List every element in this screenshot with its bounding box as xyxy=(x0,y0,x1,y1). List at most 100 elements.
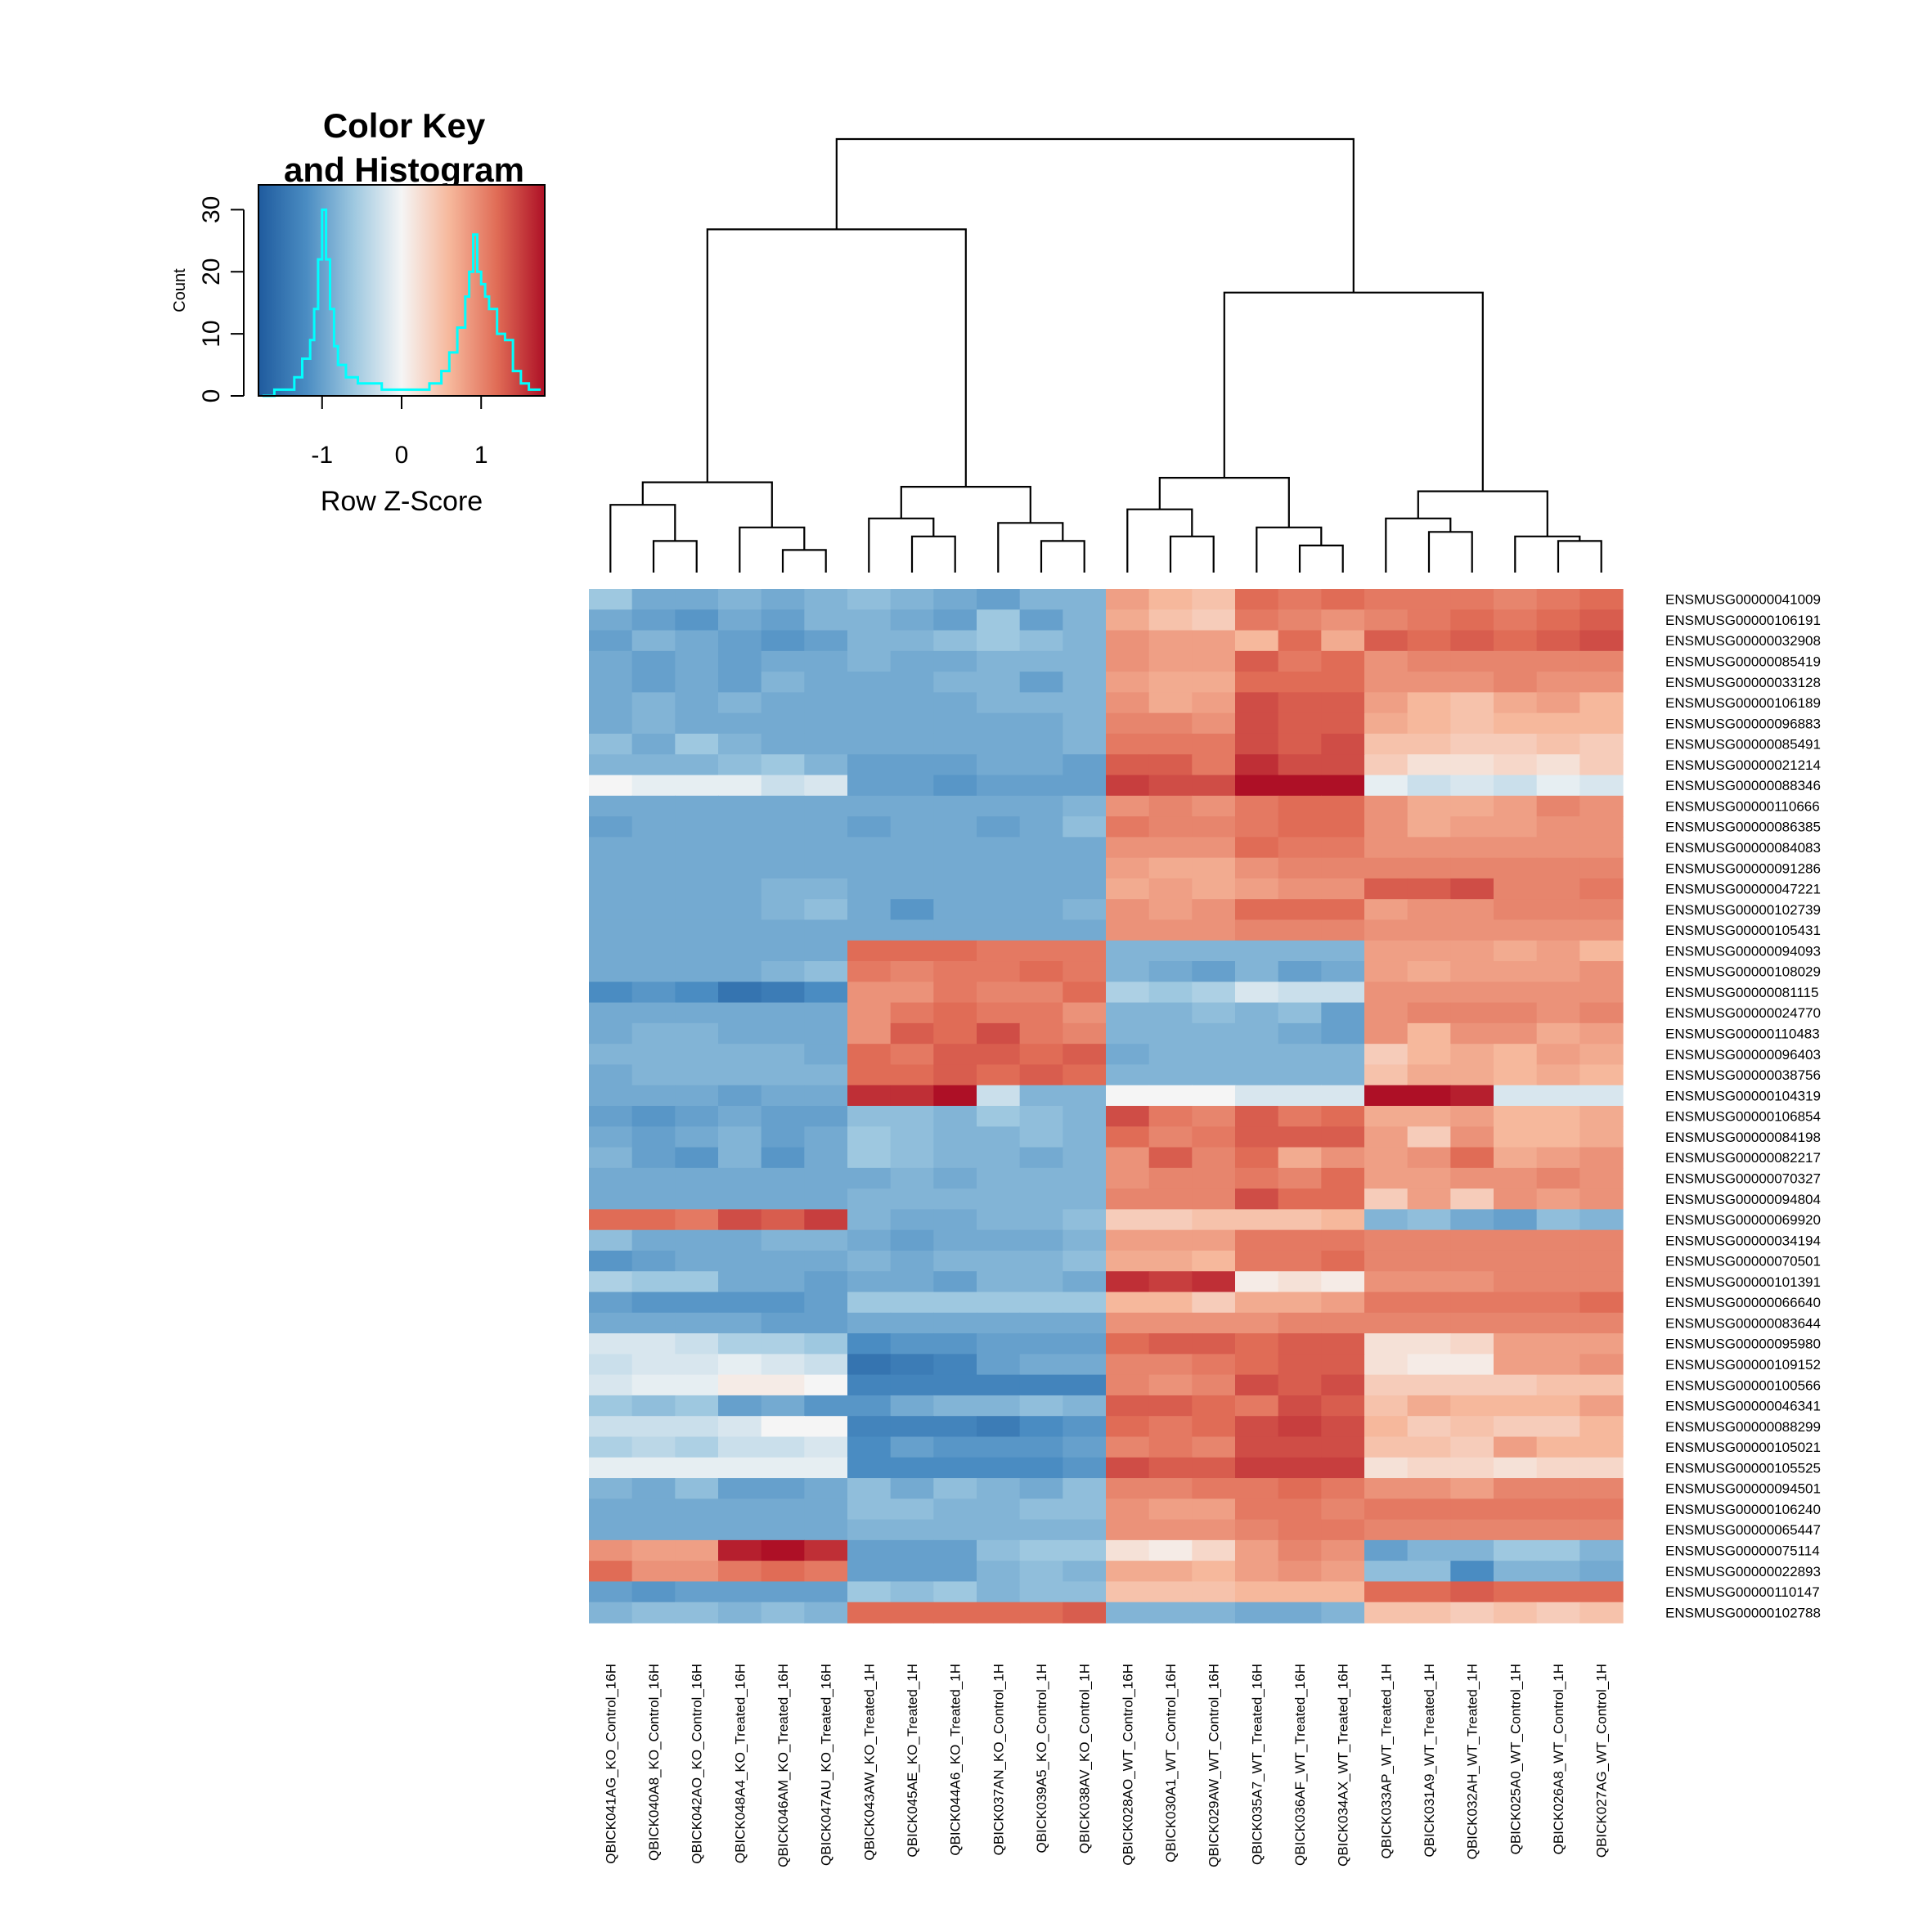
heatmap-cell xyxy=(1364,630,1409,652)
heatmap-cell xyxy=(1321,1333,1365,1355)
heatmap-cell xyxy=(977,1292,1021,1314)
heatmap-cell xyxy=(1407,1436,1451,1458)
heatmap-cell xyxy=(1321,795,1365,817)
heatmap-cell xyxy=(1235,630,1279,652)
heatmap-cell xyxy=(933,940,977,962)
heatmap-cell xyxy=(761,1188,805,1210)
heatmap-cell xyxy=(1364,1498,1409,1521)
column-label: QBICK037AN_KO_Control_1H xyxy=(991,1664,1006,1855)
heatmap-cell xyxy=(933,754,977,776)
heatmap-cell xyxy=(718,816,762,838)
dendrogram-branch xyxy=(609,504,676,573)
heatmap-cell xyxy=(1579,733,1624,755)
heatmap-cell xyxy=(675,712,719,735)
heatmap-cell xyxy=(890,961,934,982)
heatmap-cell xyxy=(1450,1229,1494,1251)
heatmap-cell xyxy=(1407,1022,1451,1045)
heatmap-cell xyxy=(933,1416,977,1438)
heatmap-cell xyxy=(718,1395,762,1417)
heatmap-cell xyxy=(1235,1292,1279,1314)
heatmap-cell xyxy=(1407,837,1451,859)
heatmap-cell xyxy=(718,650,762,672)
row-label: ENSMUSG00000106189 xyxy=(1665,695,1821,711)
heatmap-cell xyxy=(933,919,977,941)
heatmap-cell xyxy=(1579,982,1624,1004)
heatmap-cell xyxy=(1063,1002,1107,1024)
row-label: ENSMUSG00000081115 xyxy=(1665,985,1818,1000)
heatmap-cell xyxy=(1192,692,1236,714)
heatmap-cell xyxy=(1494,650,1538,672)
heatmap-cell xyxy=(977,589,1021,610)
heatmap-cell xyxy=(1579,630,1624,652)
heatmap-cell xyxy=(718,1064,762,1086)
heatmap-cell xyxy=(1192,1250,1236,1272)
heatmap-cell xyxy=(890,795,934,817)
row-label: ENSMUSG00000085419 xyxy=(1665,654,1821,670)
heatmap-cell xyxy=(1148,1354,1193,1376)
heatmap-cell xyxy=(1321,775,1365,797)
heatmap-cell xyxy=(977,982,1021,1004)
heatmap-cell xyxy=(890,1457,934,1479)
heatmap-cell xyxy=(1106,650,1150,672)
heatmap-cell xyxy=(1106,857,1150,879)
heatmap-cell xyxy=(1579,650,1624,672)
heatmap-cell xyxy=(631,899,676,921)
heatmap-cell xyxy=(1450,1085,1494,1107)
heatmap-cell xyxy=(1536,899,1580,921)
heatmap-cell xyxy=(1063,1271,1107,1293)
heatmap-cell xyxy=(890,1044,934,1066)
heatmap-cell xyxy=(1364,1416,1409,1438)
heatmap-cell xyxy=(1192,1416,1236,1438)
heatmap-cell xyxy=(675,1085,719,1107)
heatmap-cell xyxy=(761,1539,805,1561)
heatmap-cell xyxy=(1278,837,1322,859)
heatmap-cell xyxy=(1407,1250,1451,1272)
heatmap-cell xyxy=(675,940,719,962)
heatmap-cell xyxy=(1106,1106,1150,1127)
row-label: ENSMUSG00000069920 xyxy=(1665,1212,1821,1228)
heatmap-cell xyxy=(804,712,848,735)
heatmap-cell xyxy=(631,1229,676,1251)
heatmap-cell xyxy=(933,1374,977,1396)
heatmap-cell xyxy=(675,1539,719,1561)
heatmap-cell xyxy=(1536,1498,1580,1521)
row-labels: ENSMUSG00000041009 ENSMUSG00000106191 ENSM… xyxy=(1665,592,1821,1621)
heatmap-cell xyxy=(718,672,762,693)
heatmap-cell xyxy=(1536,1147,1580,1169)
heatmap-cell xyxy=(1148,961,1193,982)
heatmap-cell xyxy=(1019,630,1063,652)
heatmap-cell xyxy=(1364,1478,1409,1499)
color-key-x-axis: -1 0 1 xyxy=(311,395,488,469)
heatmap-cell xyxy=(1148,837,1193,859)
heatmap-cell xyxy=(1063,589,1107,610)
row-label: ENSMUSG00000084083 xyxy=(1665,840,1821,856)
heatmap-cell xyxy=(804,775,848,797)
heatmap-cell xyxy=(589,1312,633,1334)
heatmap-cell xyxy=(890,940,934,962)
heatmap-cell xyxy=(1106,1064,1150,1086)
heatmap-cell xyxy=(933,857,977,879)
heatmap-cell xyxy=(1407,1002,1451,1024)
heatmap-cell xyxy=(1278,1333,1322,1355)
heatmap-cell xyxy=(1364,754,1409,776)
heatmap-cell xyxy=(804,878,848,900)
dendrogram-branch xyxy=(900,486,1031,523)
heatmap-cell xyxy=(847,650,892,672)
heatmap-cell xyxy=(761,754,805,776)
heatmap-cell xyxy=(977,1395,1021,1417)
heatmap-cell xyxy=(1364,1333,1409,1355)
heatmap-cell xyxy=(761,1147,805,1169)
heatmap-cell xyxy=(1321,609,1365,631)
heatmap-cell xyxy=(1494,1478,1538,1499)
heatmap-cell xyxy=(847,1229,892,1251)
heatmap-cell xyxy=(718,692,762,714)
heatmap-cell xyxy=(631,1581,676,1603)
heatmap-cell xyxy=(1579,1147,1624,1169)
heatmap-cell xyxy=(675,650,719,672)
heatmap-cell xyxy=(589,1085,633,1107)
heatmap-cell xyxy=(1235,1106,1279,1127)
heatmap-cell xyxy=(1536,692,1580,714)
heatmap-cell xyxy=(1063,1250,1107,1272)
heatmap-cell xyxy=(1192,1354,1236,1376)
heatmap-cell xyxy=(977,857,1021,879)
